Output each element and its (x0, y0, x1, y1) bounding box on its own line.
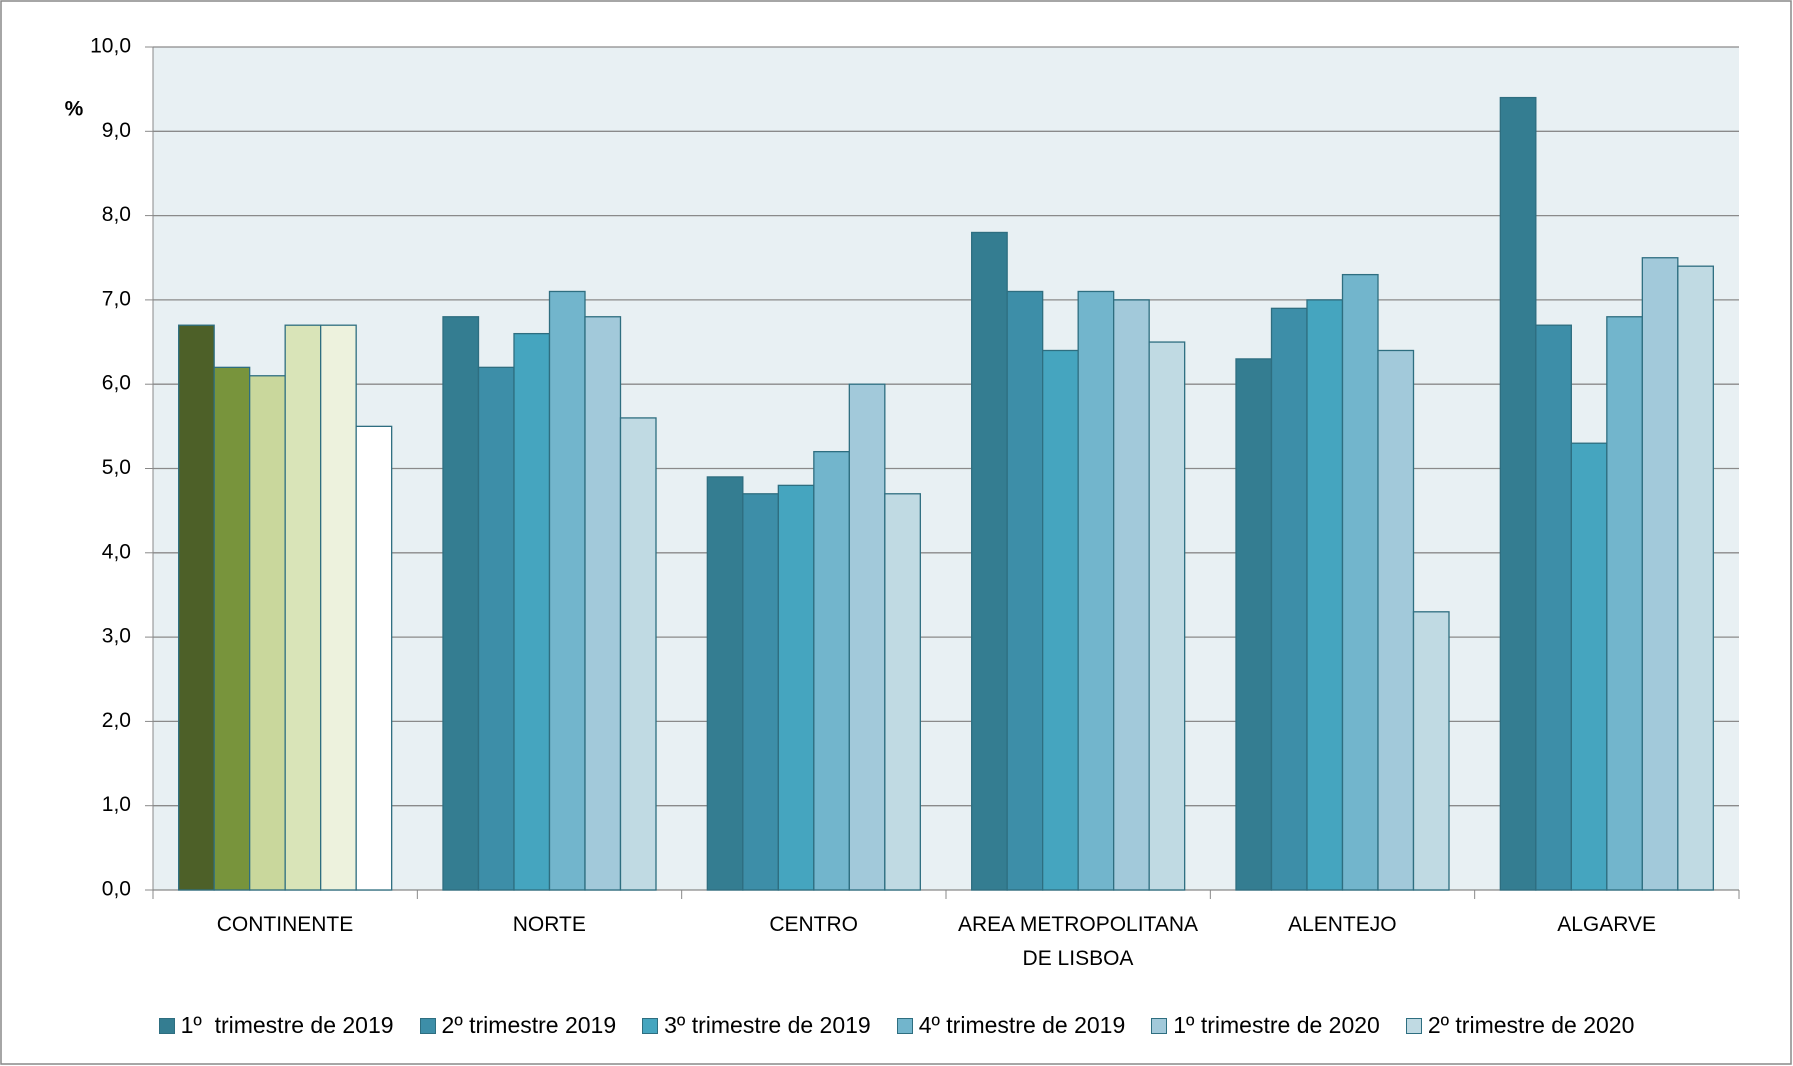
bar (848, 383, 886, 891)
y-tick-label: 1,0 (102, 793, 131, 816)
bar (178, 324, 215, 891)
legend-item: 1º trimestre de 2020 (1151, 1012, 1380, 1039)
bar (619, 417, 657, 891)
legend-label: 1º trimestre de 2020 (1173, 1012, 1380, 1038)
bar (1677, 265, 1714, 891)
legend-label: 3º trimestre de 2019 (664, 1012, 871, 1038)
legend-item: 2º trimestre 2019 (419, 1012, 617, 1039)
legend-item: 2º trimestre de 2020 (1405, 1012, 1635, 1039)
bar (1412, 611, 1450, 891)
bar (1341, 273, 1379, 891)
bar (742, 493, 779, 891)
legend-swatch (419, 1017, 436, 1034)
bar (706, 476, 744, 891)
bar (1606, 316, 1643, 891)
bar (884, 493, 921, 891)
bar (1235, 358, 1273, 891)
bar (1306, 299, 1344, 891)
legend-label: 2º trimestre de 2020 (1427, 1012, 1635, 1038)
legend-item: 3º trimestre de 2019 (642, 1012, 871, 1039)
bar (584, 316, 622, 891)
y-tick-label: 10,0 (90, 35, 131, 58)
y-tick-label: 9,0 (102, 119, 131, 142)
legend-label: 4º trimestre de 2019 (918, 1012, 1126, 1038)
y-tick-label: 5,0 (102, 456, 131, 479)
bar (284, 324, 322, 891)
bar (1042, 349, 1079, 891)
bar (1570, 442, 1608, 891)
y-tick-label: 8,0 (102, 203, 131, 226)
bar (1148, 341, 1186, 891)
bar (477, 366, 515, 891)
y-tick-label: 4,0 (102, 540, 131, 563)
legend-label: 1º trimestre de 2019 (180, 1012, 394, 1038)
bar (1270, 307, 1308, 891)
bar (1535, 324, 1572, 891)
legend-swatch (158, 1017, 175, 1034)
legend: 1º trimestre de 2019 2º trimestre 2019 3º … (0, 1012, 1793, 1039)
y-tick-label: 7,0 (102, 287, 131, 310)
legend-item: 1º trimestre de 2019 (158, 1012, 394, 1039)
x-tick-label: NORTE (512, 913, 586, 936)
legend-swatch (1405, 1017, 1422, 1034)
y-tick-label: 0,0 (102, 878, 131, 901)
bar (249, 375, 286, 891)
bar (1377, 349, 1415, 891)
y-tick-label: 2,0 (102, 709, 131, 732)
x-tick-label: ALGARVE (1557, 913, 1657, 936)
bar (1113, 299, 1150, 891)
bar (213, 366, 251, 891)
legend-swatch (896, 1017, 913, 1034)
bar (971, 231, 1008, 891)
bar (1499, 96, 1537, 891)
y-tick-label: 3,0 (102, 625, 131, 648)
y-tick-label: 6,0 (102, 372, 131, 395)
x-tick-label: ALENTEJO (1288, 913, 1397, 936)
bar (777, 484, 815, 891)
x-tick-label: AREA METROPOLITANA DE LISBOA (958, 913, 1198, 970)
x-tick-label: CENTRO (769, 913, 858, 936)
bar (1641, 257, 1679, 891)
legend-swatch (1151, 1017, 1168, 1034)
bar (513, 332, 551, 891)
bar (1077, 290, 1115, 891)
legend-item: 4º trimestre de 2019 (896, 1012, 1126, 1039)
y-axis-label: % (65, 98, 84, 121)
bar (1006, 290, 1044, 891)
bar (355, 425, 393, 891)
bar (442, 316, 480, 891)
bar (813, 450, 850, 891)
legend-label: 2º trimestre 2019 (441, 1012, 617, 1038)
legend-swatch (642, 1017, 659, 1034)
bar (320, 324, 357, 891)
x-tick-label: CONTINENTE (216, 913, 354, 936)
bar (548, 290, 586, 891)
